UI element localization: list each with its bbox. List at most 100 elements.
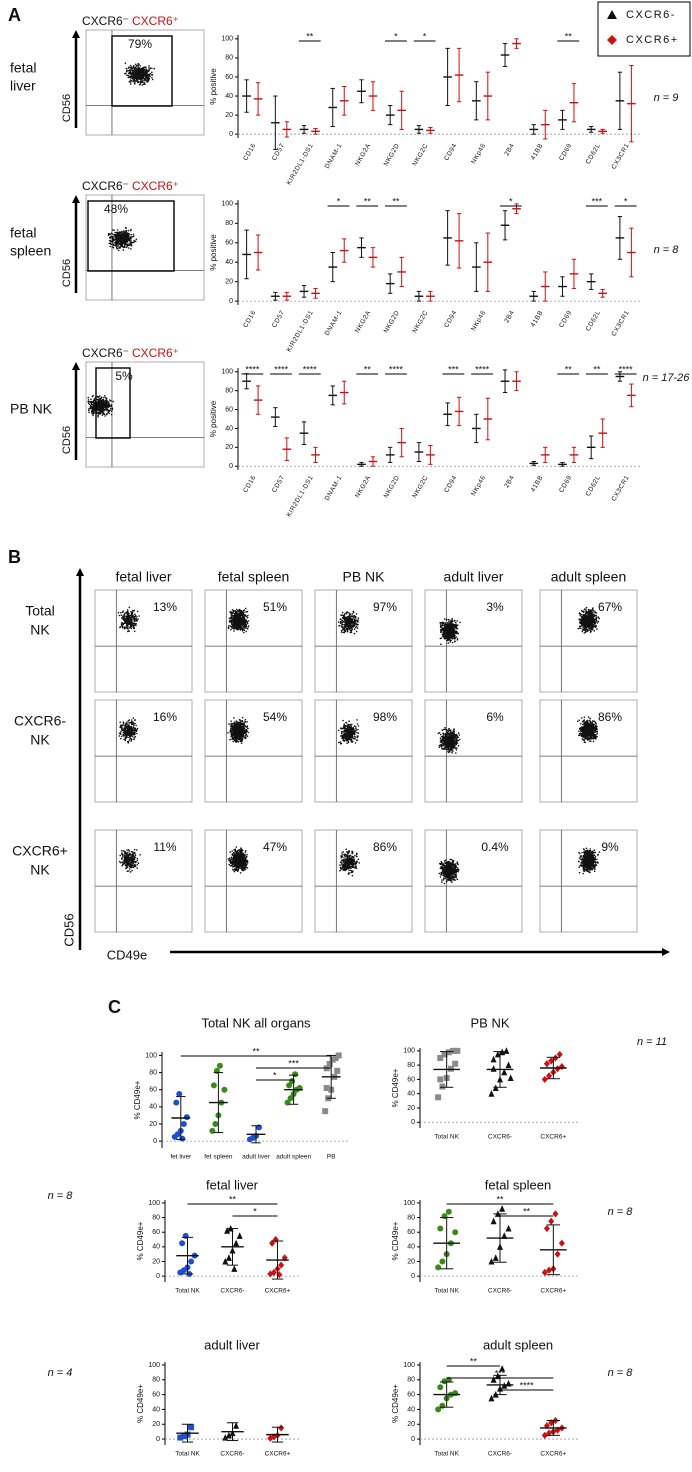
event-dot [130,611,133,614]
event-dot [584,626,587,628]
event-dot [229,730,232,733]
event-dot [131,77,134,79]
event-dot [446,629,449,631]
event-dot [237,610,240,612]
event-dot [357,619,359,621]
event-dot [343,628,345,630]
event-dot [241,624,244,627]
event-dot [235,612,237,614]
event-dot [354,729,356,732]
event-dot [234,733,237,736]
event-dot [129,728,132,731]
event-dot [448,625,450,628]
event-dot [119,233,121,235]
axis-label: CD56 [61,94,73,122]
event-dot [342,727,344,730]
event-dot [108,233,111,235]
event-dot [133,626,135,629]
event-dot [242,727,245,729]
event-dot [87,402,90,405]
event-dot [353,624,356,626]
event-dot [92,403,94,406]
event-dot [128,81,131,83]
event-dot [131,625,133,627]
event-dot [111,239,114,242]
event-dot [234,721,236,724]
event-dot [342,719,344,722]
event-dot [440,626,442,629]
event-dot [450,625,453,627]
event-dot [355,727,357,730]
event-dot [351,618,353,620]
event-dot [354,742,357,744]
event-dot [346,615,349,618]
event-dot [148,65,150,67]
event-dot [104,396,107,399]
event-dot [353,618,356,621]
event-dot [103,408,105,411]
event-dot [587,611,590,613]
event-dot [586,618,588,620]
event-dot [131,235,134,238]
event-dot [244,718,247,721]
event-dot [115,246,118,249]
event-dot [102,398,104,401]
event-dot [233,628,235,630]
event-dot [127,76,130,79]
event-dot [112,400,114,403]
event-dot [124,237,127,239]
event-dot [133,622,135,625]
event-dot [124,243,126,246]
event-dot [117,249,120,252]
event-dot [449,641,451,643]
event-dot [126,736,128,739]
event-dot [142,83,145,86]
event-dot [343,613,346,616]
event-dot [135,622,137,625]
event-dot [117,245,119,247]
event-dot [105,404,108,406]
flow-plot [424,699,523,803]
event-dot [439,622,442,624]
event-dot [128,247,130,249]
event-dot [346,625,349,628]
event-dot [108,240,111,242]
event-dot [129,736,131,738]
event-dot [126,238,129,240]
event-dot [131,621,133,623]
event-dot [595,624,597,627]
event-dot [231,623,233,625]
event-dot [125,72,127,74]
event-dot [130,66,133,68]
event-dot [340,731,343,733]
event-dot [340,631,343,633]
event-dot [598,617,601,620]
event-dot [130,233,132,236]
event-dot [594,611,596,614]
event-dot [235,628,238,630]
event-dot [100,403,102,406]
event-dot [239,731,241,733]
event-dot [357,725,360,727]
event-dot [439,733,442,736]
event-dot [343,625,346,627]
event-dot [121,621,123,624]
event-dot [141,75,143,77]
event-dot [239,615,241,617]
event-dot [240,625,242,628]
event-dot [578,625,581,628]
event-dot [451,617,454,620]
event-dot [126,733,129,735]
event-dot [147,76,149,78]
event-dot [126,611,128,613]
event-dot [589,628,591,630]
event-dot [447,621,449,624]
event-dot [120,611,122,614]
event-dot [442,629,445,632]
event-dot [130,242,133,244]
event-dot [125,618,127,620]
event-dot [108,242,110,245]
flow-plot [94,699,193,803]
event-dot [111,236,113,238]
event-dot [585,608,587,611]
